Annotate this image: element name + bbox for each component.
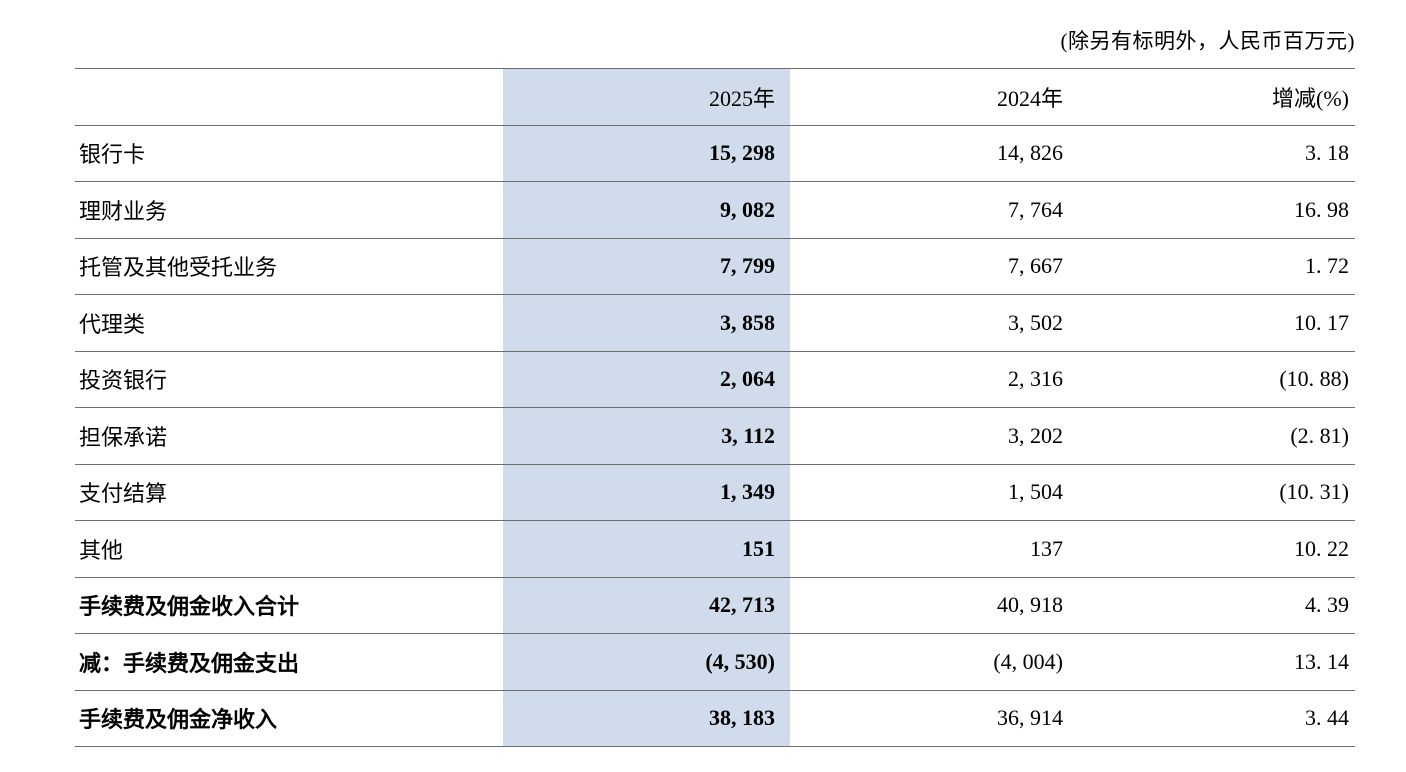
row-label: 减：手续费及佣金支出: [79, 650, 300, 676]
value-2024: 7, 667: [1008, 253, 1063, 279]
table-row: 其他 151 137 10. 22: [75, 520, 1355, 577]
header-year-2024: 2024年: [996, 85, 1063, 111]
value-change: (2. 81): [1290, 422, 1349, 448]
value-2024: 14, 826: [997, 140, 1063, 166]
row-label: 担保承诺: [79, 424, 168, 450]
row-label: 手续费及佣金收入合计: [79, 594, 300, 620]
value-2025: 2, 064: [503, 351, 790, 408]
value-2025: 1, 349: [503, 464, 790, 521]
value-2025: 9, 082: [503, 181, 790, 238]
value-change: 3. 18: [1305, 140, 1349, 166]
value-2024: 3, 202: [1008, 422, 1063, 448]
table-row: 托管及其他受托业务 7, 799 7, 667 1. 72: [75, 238, 1355, 295]
table-row: 支付结算 1, 349 1, 504 (10. 31): [75, 464, 1355, 521]
value-2025: 15, 298: [503, 125, 790, 182]
row-label: 投资银行: [79, 368, 168, 394]
row-label: 理财业务: [79, 198, 168, 224]
header-row: 2025年 2024年 增减(%): [75, 68, 1355, 126]
value-2024: 40, 918: [997, 592, 1063, 618]
value-2025: 38, 183: [503, 690, 790, 747]
header-change-percent: 增减(%): [1272, 85, 1349, 111]
value-2025: 3, 112: [503, 407, 790, 464]
value-change: 13. 14: [1294, 648, 1349, 674]
table-row: 理财业务 9, 082 7, 764 16. 98: [75, 181, 1355, 238]
table-row: 减：手续费及佣金支出 (4, 530) (4, 004) 13. 14: [75, 633, 1355, 690]
table-body: 银行卡 15, 298 14, 826 3. 18 理财业务 9, 082 7,…: [75, 125, 1355, 747]
value-change: 3. 44: [1305, 705, 1349, 731]
value-2024: 36, 914: [997, 705, 1063, 731]
currency-unit-note: (除另有标明外，人民币百万元): [1060, 29, 1355, 53]
value-2024: 1, 504: [1008, 479, 1063, 505]
row-label: 托管及其他受托业务: [79, 255, 278, 281]
table-row: 手续费及佣金收入合计 42, 713 40, 918 4. 39: [75, 577, 1355, 634]
value-change: 4. 39: [1305, 592, 1349, 618]
value-change: 10. 17: [1294, 309, 1349, 335]
value-2025: 3, 858: [503, 294, 790, 351]
value-2024: (4, 004): [993, 648, 1063, 674]
value-2024: 7, 764: [1008, 196, 1063, 222]
report-page: (除另有标明外，人民币百万元) 2025年 2024年 增减(%) 银行卡 15…: [75, 29, 1355, 747]
table-row: 投资银行 2, 064 2, 316 (10. 88): [75, 351, 1355, 408]
header-item-column: [75, 69, 503, 126]
row-label: 银行卡: [79, 142, 146, 168]
value-change: (10. 31): [1279, 479, 1349, 505]
value-2024: 3, 502: [1008, 309, 1063, 335]
value-2025: (4, 530): [503, 633, 790, 690]
value-2025: 42, 713: [503, 577, 790, 634]
value-change: (10. 88): [1279, 366, 1349, 392]
value-2025: 151: [503, 520, 790, 577]
value-change: 10. 22: [1294, 535, 1349, 561]
row-label: 支付结算: [79, 481, 168, 507]
value-change: 1. 72: [1305, 253, 1349, 279]
table-row: 代理类 3, 858 3, 502 10. 17: [75, 294, 1355, 351]
table-row: 手续费及佣金净收入 38, 183 36, 914 3. 44: [75, 690, 1355, 747]
value-2024: 137: [1030, 535, 1063, 561]
value-change: 16. 98: [1294, 196, 1349, 222]
fee-commission-income-table: 2025年 2024年 增减(%) 银行卡 15, 298 14, 826 3.…: [75, 68, 1355, 747]
row-label: 手续费及佣金净收入: [79, 707, 278, 733]
value-2025: 7, 799: [503, 238, 790, 295]
value-2024: 2, 316: [1008, 366, 1063, 392]
row-label: 代理类: [79, 311, 146, 337]
header-year-2025: 2025年: [503, 68, 790, 125]
table-row: 担保承诺 3, 112 3, 202 (2. 81): [75, 407, 1355, 464]
row-label: 其他: [79, 537, 124, 563]
table-row: 银行卡 15, 298 14, 826 3. 18: [75, 125, 1355, 182]
